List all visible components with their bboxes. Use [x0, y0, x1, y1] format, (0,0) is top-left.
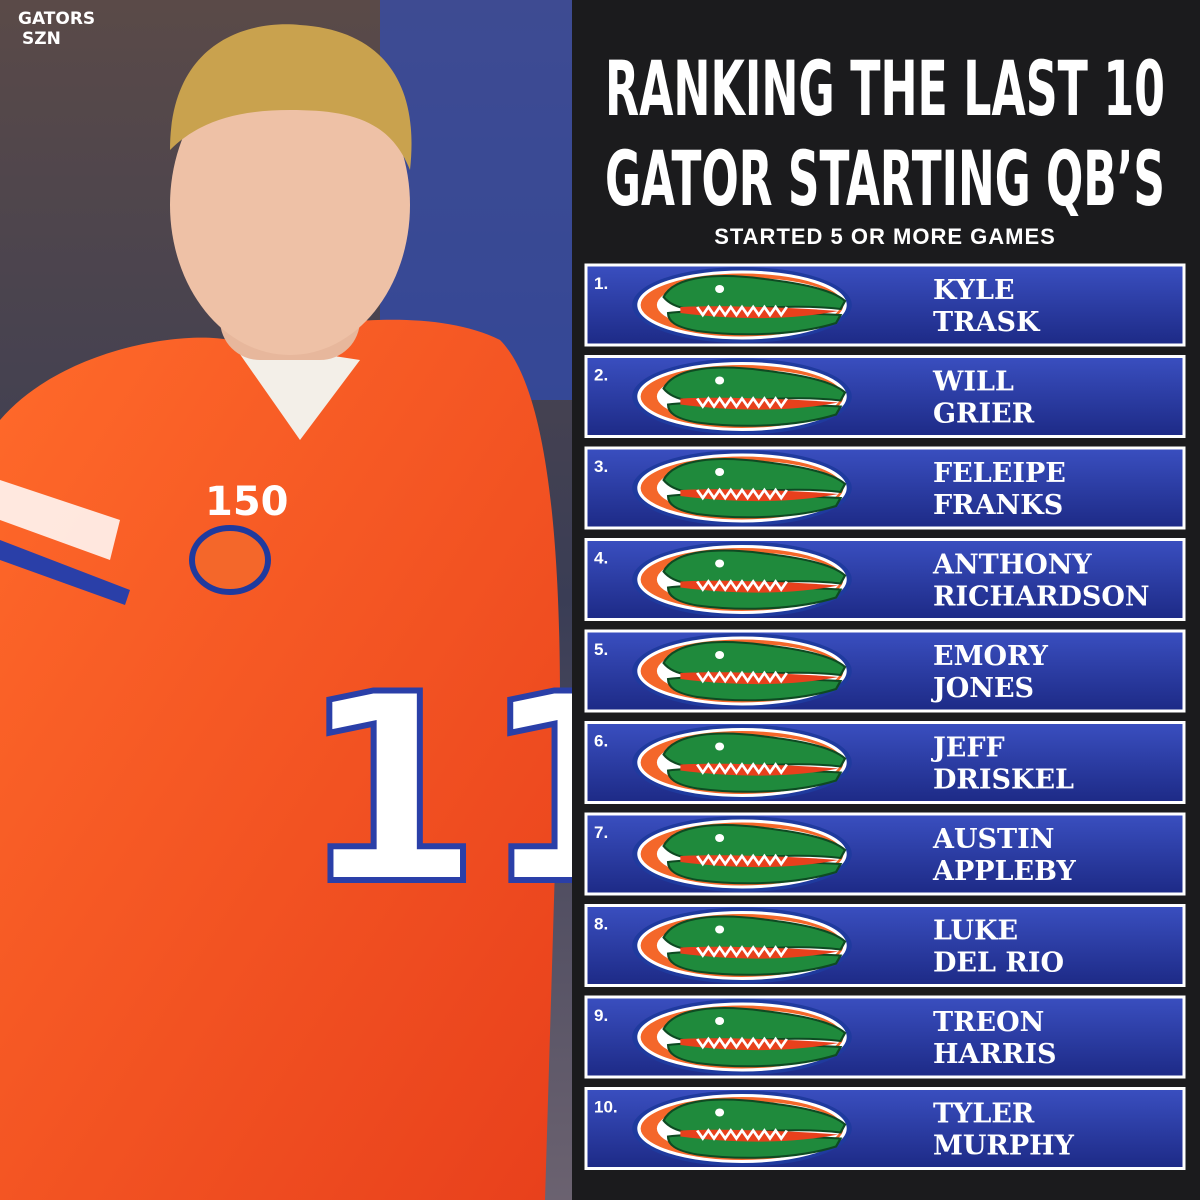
- sleeve-stripe: [0, 540, 130, 605]
- rank-number: 3.: [594, 457, 608, 476]
- gator-logo: [630, 539, 854, 620]
- rank-number: 6.: [594, 732, 608, 751]
- hair: [170, 24, 412, 170]
- jersey-patch: [189, 525, 271, 595]
- gator-logo: [630, 997, 854, 1077]
- rank-number: 2.: [594, 366, 608, 385]
- first-name: EMORY: [933, 641, 1049, 672]
- rank-number: 1.: [594, 274, 608, 293]
- first-name: KYLE: [933, 275, 1015, 306]
- brand-logo: GATORS: [18, 9, 95, 29]
- gator-logo: [630, 631, 854, 711]
- gator-logo: [630, 814, 854, 894]
- last-name: MURPHY: [933, 1131, 1075, 1162]
- title: GATOR STARTING QB’S: [605, 134, 1165, 223]
- collar: [230, 340, 360, 440]
- rank-number: 10.: [594, 1098, 618, 1117]
- title: RANKING THE LAST 10: [605, 44, 1165, 133]
- jersey: [0, 319, 560, 1200]
- first-name: FELEIPE: [933, 458, 1066, 489]
- gator-logo: [630, 1088, 854, 1169]
- last-name: HARRIS: [933, 1039, 1056, 1070]
- rank-number: 7.: [594, 823, 608, 842]
- last-name: APPLEBY: [932, 856, 1076, 887]
- last-name: JONES: [931, 673, 1034, 704]
- head: [170, 55, 410, 355]
- first-name: AUSTIN: [932, 824, 1054, 855]
- first-name: TYLER: [933, 1099, 1035, 1130]
- gator-logo: [630, 265, 854, 345]
- last-name: DRISKEL: [933, 765, 1074, 796]
- subtitle: STARTED 5 OR MORE GAMES: [714, 224, 1056, 249]
- rank-number: 9.: [594, 1006, 608, 1025]
- last-name: TRASK: [933, 307, 1041, 338]
- rank-number: 5.: [594, 640, 608, 659]
- gator-logo: [630, 356, 854, 437]
- first-name: JEFF: [931, 733, 1005, 764]
- first-name: WILL: [932, 367, 1014, 398]
- last-name: GRIER: [933, 399, 1035, 430]
- gator-logo: [630, 905, 854, 986]
- rank-number: 8.: [594, 915, 608, 934]
- last-name: RICHARDSON: [933, 582, 1150, 613]
- first-name: ANTHONY: [932, 550, 1092, 581]
- first-name: LUKE: [933, 916, 1018, 947]
- sleeve-stripe: [0, 480, 120, 560]
- gator-logo: [630, 448, 854, 528]
- brand-logo: SZN: [22, 29, 61, 49]
- last-name: DEL RIO: [933, 948, 1064, 979]
- last-name: FRANKS: [933, 490, 1063, 521]
- anniversary-patch: 150: [205, 479, 289, 525]
- gator-logo: [630, 722, 854, 803]
- first-name: TREON: [933, 1007, 1044, 1038]
- rank-number: 4.: [594, 549, 608, 568]
